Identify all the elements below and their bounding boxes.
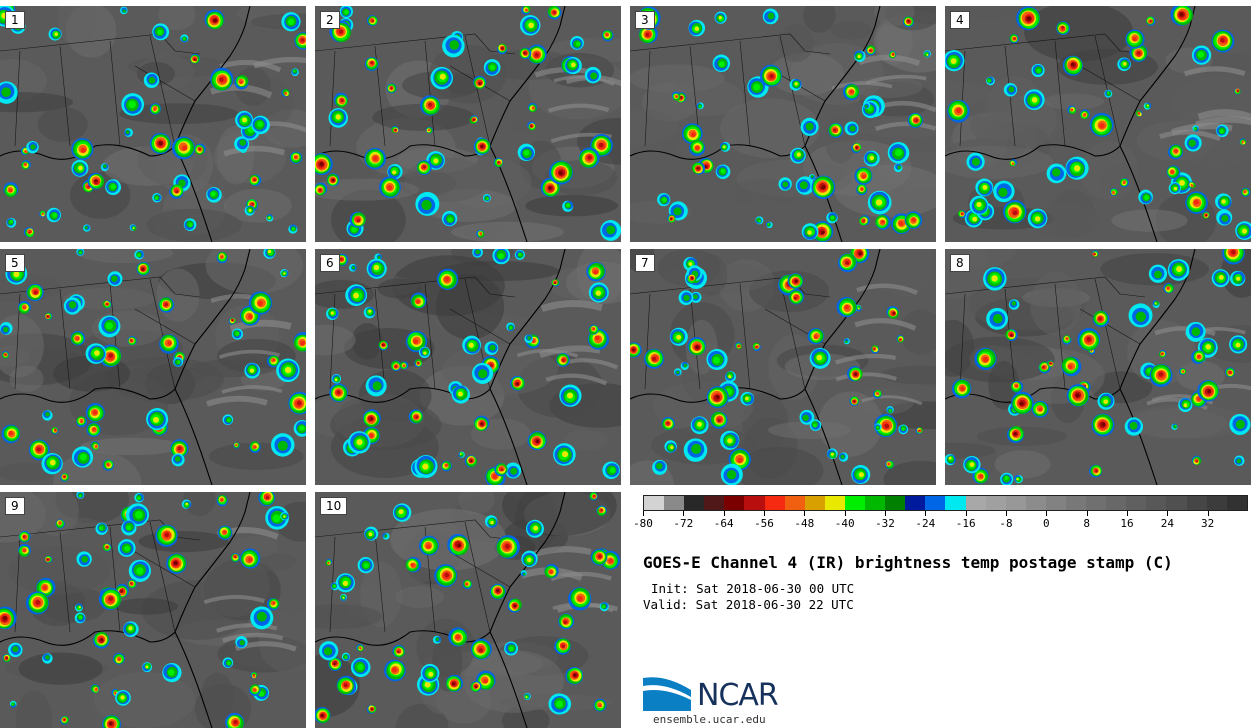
colorbar-segment — [1166, 496, 1187, 510]
colorbar-segment — [764, 496, 785, 510]
temperature-colorbar — [643, 495, 1248, 511]
colorbar-tick-mark — [1006, 511, 1007, 516]
colorbar-tick-label: 32 — [1201, 517, 1215, 530]
colorbar-segment — [1025, 496, 1046, 510]
logo-url: ensemble.ucar.edu — [653, 713, 766, 726]
colorbar-segment — [1186, 496, 1207, 510]
colorbar-segment — [744, 496, 765, 510]
colorbar-segment — [1086, 496, 1107, 510]
colorbar-segment — [704, 496, 725, 510]
colorbar-tick-mark — [1207, 511, 1209, 516]
colorbar-segment — [925, 496, 946, 510]
colorbar-tick-label: -64 — [713, 517, 734, 530]
colorbar-segment — [945, 496, 966, 510]
panel-number-label: 2 — [320, 11, 340, 29]
colorbar-tick-label: 0 — [1043, 517, 1050, 530]
colorbar-tick-mark — [683, 511, 685, 516]
colorbar-tick-mark — [1127, 511, 1128, 516]
colorbar-tick-label: -8 — [999, 517, 1013, 530]
colorbar-segment — [1206, 496, 1227, 510]
ensemble-member-panel: 2 — [315, 6, 621, 242]
colorbar-segment — [724, 496, 745, 510]
colorbar-segment — [905, 496, 926, 510]
colorbar-tick-label: 24 — [1160, 517, 1174, 530]
ncar-logo — [643, 677, 691, 711]
colorbar-tick-label: -72 — [673, 517, 694, 530]
colorbar-tick-mark — [804, 511, 806, 516]
colorbar-segment — [1106, 496, 1127, 510]
colorbar-tick-label: -40 — [834, 517, 855, 530]
ensemble-member-panel: 8 — [945, 249, 1251, 485]
colorbar-tick-label: -80 — [633, 517, 653, 530]
colorbar-tick-mark — [723, 511, 725, 516]
colorbar-tick-mark — [965, 511, 967, 516]
colorbar-tick-label: -24 — [915, 517, 936, 530]
ensemble-member-panel: 3 — [630, 6, 936, 242]
ensemble-member-panel: 1 — [0, 6, 306, 242]
colorbar-segment — [1226, 496, 1247, 510]
ensemble-member-panel: 5 — [0, 249, 306, 485]
colorbar-segment — [844, 496, 866, 510]
colorbar-tick-label: -56 — [754, 517, 774, 530]
colorbar-segment — [1126, 496, 1147, 510]
init-time: Init: Sat 2018-06-30 00 UTC — [651, 581, 855, 596]
colorbar-tick-mark — [844, 511, 846, 516]
ensemble-member-panel: 10 — [315, 492, 621, 728]
panel-number-label: 8 — [950, 254, 970, 272]
panel-number-label: 10 — [320, 497, 348, 515]
figure-title: GOES-E Channel 4 (IR) brightness temp po… — [643, 553, 1173, 572]
colorbar-tick-label: 16 — [1120, 517, 1134, 530]
colorbar-tick-label: -16 — [955, 517, 976, 530]
colorbar-tick-label: -48 — [794, 517, 815, 530]
colorbar-segment — [1045, 496, 1066, 510]
colorbar-segment — [644, 496, 665, 510]
colorbar-segment — [885, 496, 906, 510]
colorbar-segment — [985, 496, 1006, 510]
colorbar-segment — [865, 496, 886, 510]
ensemble-member-panel: 9 — [0, 492, 306, 728]
colorbar-tick-mark — [643, 511, 644, 516]
colorbar-tick-label: -32 — [875, 517, 895, 530]
colorbar-segment — [824, 496, 845, 510]
colorbar-segment — [684, 496, 705, 510]
ensemble-member-panel: 4 — [945, 6, 1251, 242]
colorbar-segment — [804, 496, 825, 510]
panel-number-label: 5 — [5, 254, 25, 272]
panel-number-label: 9 — [5, 497, 25, 515]
colorbar-tick-mark — [764, 511, 765, 516]
colorbar-tick-mark — [1046, 511, 1048, 516]
valid-time: Valid: Sat 2018-06-30 22 UTC — [643, 597, 854, 612]
colorbar-segment — [1065, 496, 1087, 510]
colorbar-segment — [965, 496, 986, 510]
colorbar-ticks: -80 -72 -64 -56 -48 -40 -32 -24 -16 -8 0 8 16 24 32 — [633, 511, 1248, 537]
panel-number-label: 3 — [635, 11, 655, 29]
colorbar-segment — [664, 496, 685, 510]
colorbar-tick-mark — [925, 511, 927, 516]
panel-number-label: 4 — [950, 11, 970, 29]
colorbar-segment — [1146, 496, 1167, 510]
panel-number-label: 7 — [635, 254, 655, 272]
colorbar-tick-mark — [1167, 511, 1169, 516]
colorbar-segment — [1005, 496, 1026, 510]
panel-number-label: 6 — [320, 254, 340, 272]
ensemble-member-panel: 6 — [315, 249, 621, 485]
panel-number-label: 1 — [5, 11, 25, 29]
colorbar-tick-label: 8 — [1083, 517, 1090, 530]
ensemble-member-panel: 7 — [630, 249, 936, 485]
colorbar-tick-mark — [1086, 511, 1088, 516]
ncar-logo-text: NCAR — [697, 678, 779, 713]
colorbar-tick-mark — [885, 511, 886, 516]
colorbar-segment — [784, 496, 805, 510]
